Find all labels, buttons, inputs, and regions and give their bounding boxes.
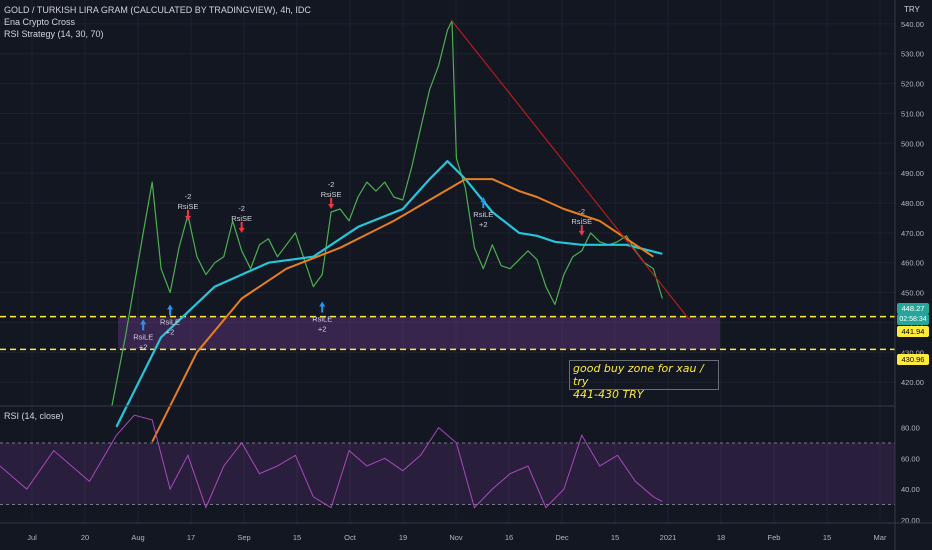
time-tick-label: Jul: [27, 533, 37, 542]
signal-label: RsiLE: [133, 332, 153, 341]
price-tick-label: 450.00: [901, 289, 924, 298]
downtrend-line: [451, 20, 690, 320]
lower-zone-price-tag: 430.96: [897, 354, 929, 365]
signal-label: +2: [318, 325, 327, 334]
signal-label: +2: [166, 328, 175, 337]
buy-zone-note-line1: good buy zone for xau / try: [573, 362, 704, 388]
signal-label: +2: [479, 220, 488, 229]
time-tick-label: 15: [823, 533, 831, 542]
signal-label: RsiLE: [312, 315, 332, 324]
price-tick-label: 480.00: [901, 199, 924, 208]
signal-label: RsiLE: [473, 210, 493, 219]
indicator-rsi-strategy[interactable]: RSI Strategy (14, 30, 70): [4, 29, 104, 39]
buy-signal-arrow: [319, 301, 326, 313]
signal-label: RsiSE: [321, 190, 342, 199]
rsi-tick-label: 20.00: [901, 516, 920, 525]
time-tick-label: 20: [81, 533, 89, 542]
sell-signal-arrow: [578, 224, 585, 236]
upper-zone-price-tag: 441.94: [897, 326, 929, 337]
signal-label: -2: [238, 204, 245, 213]
rsi-tick-label: 80.00: [901, 424, 920, 433]
buy-signal-arrow: [140, 319, 147, 331]
moving-average-orange: [151, 178, 654, 443]
time-tick-label: 17: [187, 533, 195, 542]
buy-signal-arrow: [480, 197, 487, 209]
rsi-tick-label: 40.00: [901, 485, 920, 494]
time-tick-label: Sep: [237, 533, 250, 542]
time-tick-label: 16: [505, 533, 513, 542]
last-price-tag: 448.27: [897, 303, 929, 314]
price-tick-label: 520.00: [901, 80, 924, 89]
time-tick-label: Mar: [874, 533, 887, 542]
sell-signal-arrow: [184, 209, 191, 221]
time-tick-label: 15: [611, 533, 619, 542]
price-series: [0, 20, 690, 509]
buy-signal-arrow: [167, 304, 174, 316]
sell-signal-arrow: [328, 197, 335, 209]
rsi-axis[interactable]: 20.00 40.00 60.00 80.00: [901, 424, 920, 525]
signal-label: RsiLE: [160, 318, 180, 327]
price-tick-label: 540.00: [901, 20, 924, 29]
signal-label: RsiSE: [231, 214, 252, 223]
time-axis[interactable]: Jul 20 Aug 17 Sep 15 Oct 19 Nov 16 Dec 15 2021 18 Feb 1…: [27, 533, 887, 542]
signal-label: +2: [139, 342, 148, 351]
price-tick-label: 430.00: [901, 348, 924, 357]
price-tick-label: 460.00: [901, 259, 924, 268]
time-tick-label: Dec: [555, 533, 569, 542]
time-tick-label: 2021: [660, 533, 677, 542]
rsi-pane-title[interactable]: RSI (14, close): [4, 411, 64, 421]
rsi-tick-label: 60.00: [901, 454, 920, 463]
gridlines: [0, 0, 895, 523]
signal-label: -2: [185, 192, 192, 201]
time-tick-label: Aug: [131, 533, 144, 542]
moving-average-cyan: [115, 160, 663, 428]
time-tick-label: 15: [293, 533, 301, 542]
rsi-band-fill: [0, 442, 895, 505]
price-tick-label: 420.00: [901, 378, 924, 387]
buy-zone-fill: [118, 316, 720, 350]
buy-zone: [0, 315, 895, 351]
sell-signal-arrow: [238, 221, 245, 233]
price-tick-label: 500.00: [901, 139, 924, 148]
indicator-ena-crypto-cross[interactable]: Ena Crypto Cross: [4, 17, 76, 27]
rsi-line: [0, 414, 663, 509]
time-tick-label: Feb: [768, 533, 781, 542]
price-tick-label: 510.00: [901, 109, 924, 118]
time-tick-label: Oct: [344, 533, 357, 542]
currency-label[interactable]: TRY: [904, 5, 920, 14]
time-tick-label: 18: [717, 533, 725, 542]
bar-countdown-tag: 02:58:34: [897, 314, 929, 325]
signal-label: RsiSE: [571, 217, 592, 226]
rsi-band: [0, 442, 895, 506]
time-tick-label: 19: [399, 533, 407, 542]
price-tick-label: 490.00: [901, 169, 924, 178]
price-tick-label: 530.00: [901, 50, 924, 59]
buy-zone-note-line2: 441-430 TRY: [573, 388, 644, 401]
signal-label: -2: [578, 207, 585, 216]
symbol-title[interactable]: GOLD / TURKISH LIRA GRAM (CALCULATED BY …: [4, 5, 311, 15]
price-line: [111, 20, 663, 407]
signal-label: -2: [328, 180, 335, 189]
buy-zone-note[interactable]: good buy zone for xau / try 441-430 TRY: [569, 360, 719, 401]
time-tick-label: Nov: [449, 533, 463, 542]
price-tick-label: 470.00: [901, 229, 924, 238]
signal-label: RsiSE: [178, 202, 199, 211]
